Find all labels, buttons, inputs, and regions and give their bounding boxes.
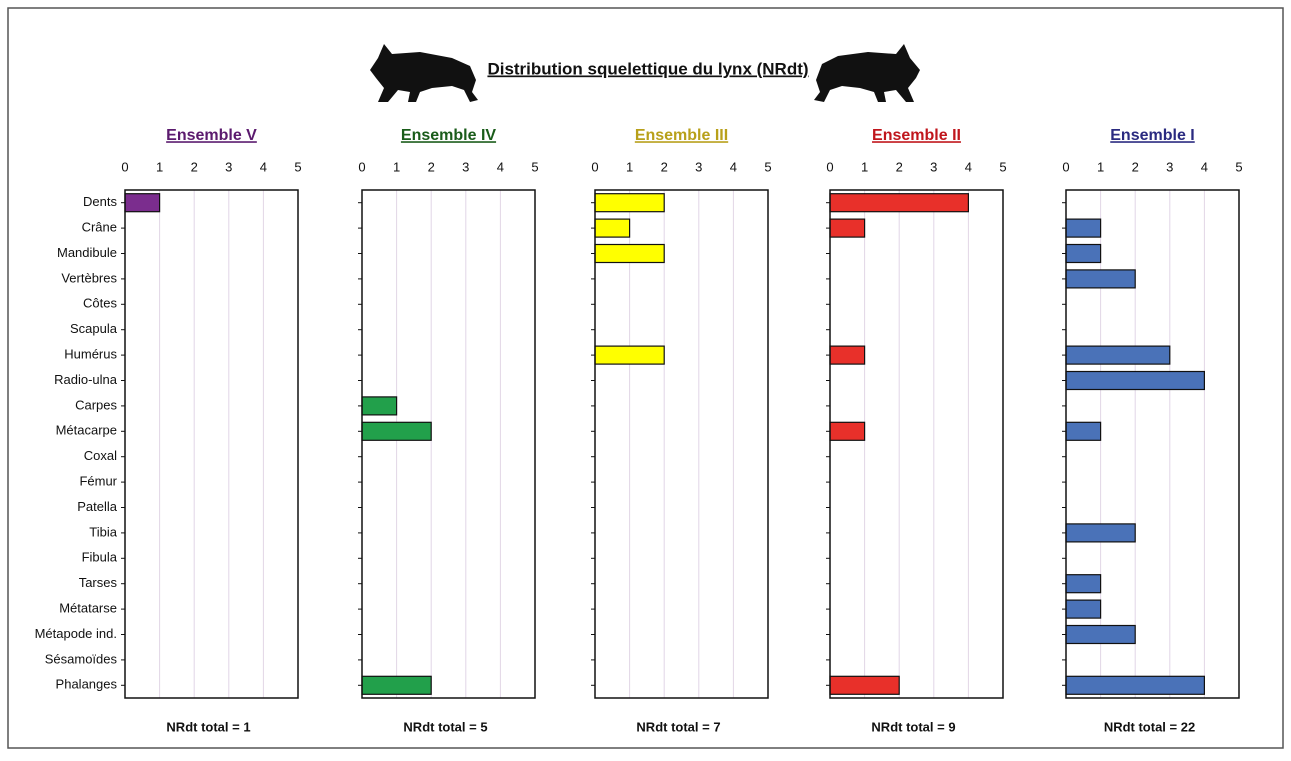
y-tick-label: Fémur [79,474,117,489]
bar [1065,218,1102,238]
bar [829,218,866,238]
bar [361,675,432,695]
x-tick-label: 0 [121,159,128,174]
x-tick-label: 0 [1062,159,1069,174]
bar [124,193,161,213]
x-tick-label: 4 [260,159,267,174]
bar [594,193,665,213]
y-tick-label: Scapula [70,321,118,336]
x-tick-label: 2 [896,159,903,174]
total-note: NRdt total = 7 [636,719,720,734]
bar [1065,523,1136,543]
bar [1065,624,1136,645]
y-tick-label: Tarses [79,575,118,590]
panel-title: Ensemble II [872,127,961,144]
x-tick-label: 2 [1132,159,1139,174]
y-tick-label: Métacarpe [56,423,117,438]
y-tick-label: Radio-ulna [54,372,118,387]
x-tick-label: 4 [497,159,504,174]
y-tick-label: Métatarse [59,601,117,616]
frame [7,7,1284,749]
bar [829,421,866,441]
x-tick-label: 5 [294,159,301,174]
bar [1065,370,1205,391]
bar [829,345,866,365]
x-tick-label: 3 [1166,159,1173,174]
x-tick-label: 4 [965,159,972,174]
plot-frame [594,189,769,699]
y-tick-label: Mandibule [57,245,117,260]
x-tick-label: 2 [661,159,668,174]
total-note: NRdt total = 1 [166,719,250,734]
total-note: NRdt total = 9 [871,719,955,734]
y-tick-label: Sésamoïdes [45,651,118,666]
x-tick-label: 0 [591,159,598,174]
y-tick-label: Humérus [64,347,117,362]
x-tick-label: 3 [225,159,232,174]
y-tick-label: Tibia [89,524,117,539]
bar [594,345,665,365]
bar [594,243,665,264]
y-tick-label: Fibula [82,550,118,565]
panel-title: Ensemble V [166,127,257,144]
x-tick-label: 3 [462,159,469,174]
x-tick-label: 2 [191,159,198,174]
total-note: NRdt total = 5 [403,719,487,734]
x-tick-label: 1 [1097,159,1104,174]
bar [1065,675,1205,695]
y-tick-label: Métapode ind. [35,626,117,641]
y-tick-label: Coxal [84,448,117,463]
bar [1065,243,1102,264]
bar [1065,599,1102,619]
bar [829,675,900,695]
bar [361,421,432,441]
bar [361,396,398,416]
x-tick-label: 3 [695,159,702,174]
bar [829,193,969,213]
x-tick-label: 1 [861,159,868,174]
y-tick-label: Carpes [75,397,117,412]
page-title: Distribution squelettique du lynx (NRdt) [487,59,808,78]
y-tick-label: Crâne [82,220,117,235]
x-tick-label: 1 [393,159,400,174]
plot-frame [361,189,536,699]
y-tick-label: Dents [83,194,117,209]
plot-frame [124,189,299,699]
x-tick-label: 1 [626,159,633,174]
x-tick-label: 5 [764,159,771,174]
bar [1065,269,1136,289]
y-tick-label: Côtes [83,296,117,311]
panel-title: Ensemble I [1110,127,1194,144]
x-tick-label: 3 [930,159,937,174]
x-tick-label: 5 [531,159,538,174]
x-tick-label: 4 [1201,159,1208,174]
total-note: NRdt total = 22 [1104,719,1195,734]
x-tick-label: 0 [358,159,365,174]
panel-title: Ensemble III [635,127,728,144]
bar [1065,574,1102,594]
y-tick-label: Vertèbres [61,270,117,285]
bar [594,218,631,238]
bar [1065,421,1102,441]
y-tick-label: Phalanges [56,677,118,692]
bar [1065,345,1171,365]
panel-title: Ensemble IV [401,127,496,144]
y-tick-label: Patella [77,499,118,514]
lynx-left [370,44,478,102]
x-tick-label: 4 [730,159,737,174]
lynx-right [814,44,920,102]
x-tick-label: 5 [1235,159,1242,174]
x-tick-label: 1 [156,159,163,174]
x-tick-label: 2 [428,159,435,174]
plot-frame [1065,189,1240,699]
x-tick-label: 5 [999,159,1006,174]
plot-frame [829,189,1004,699]
x-tick-label: 0 [826,159,833,174]
